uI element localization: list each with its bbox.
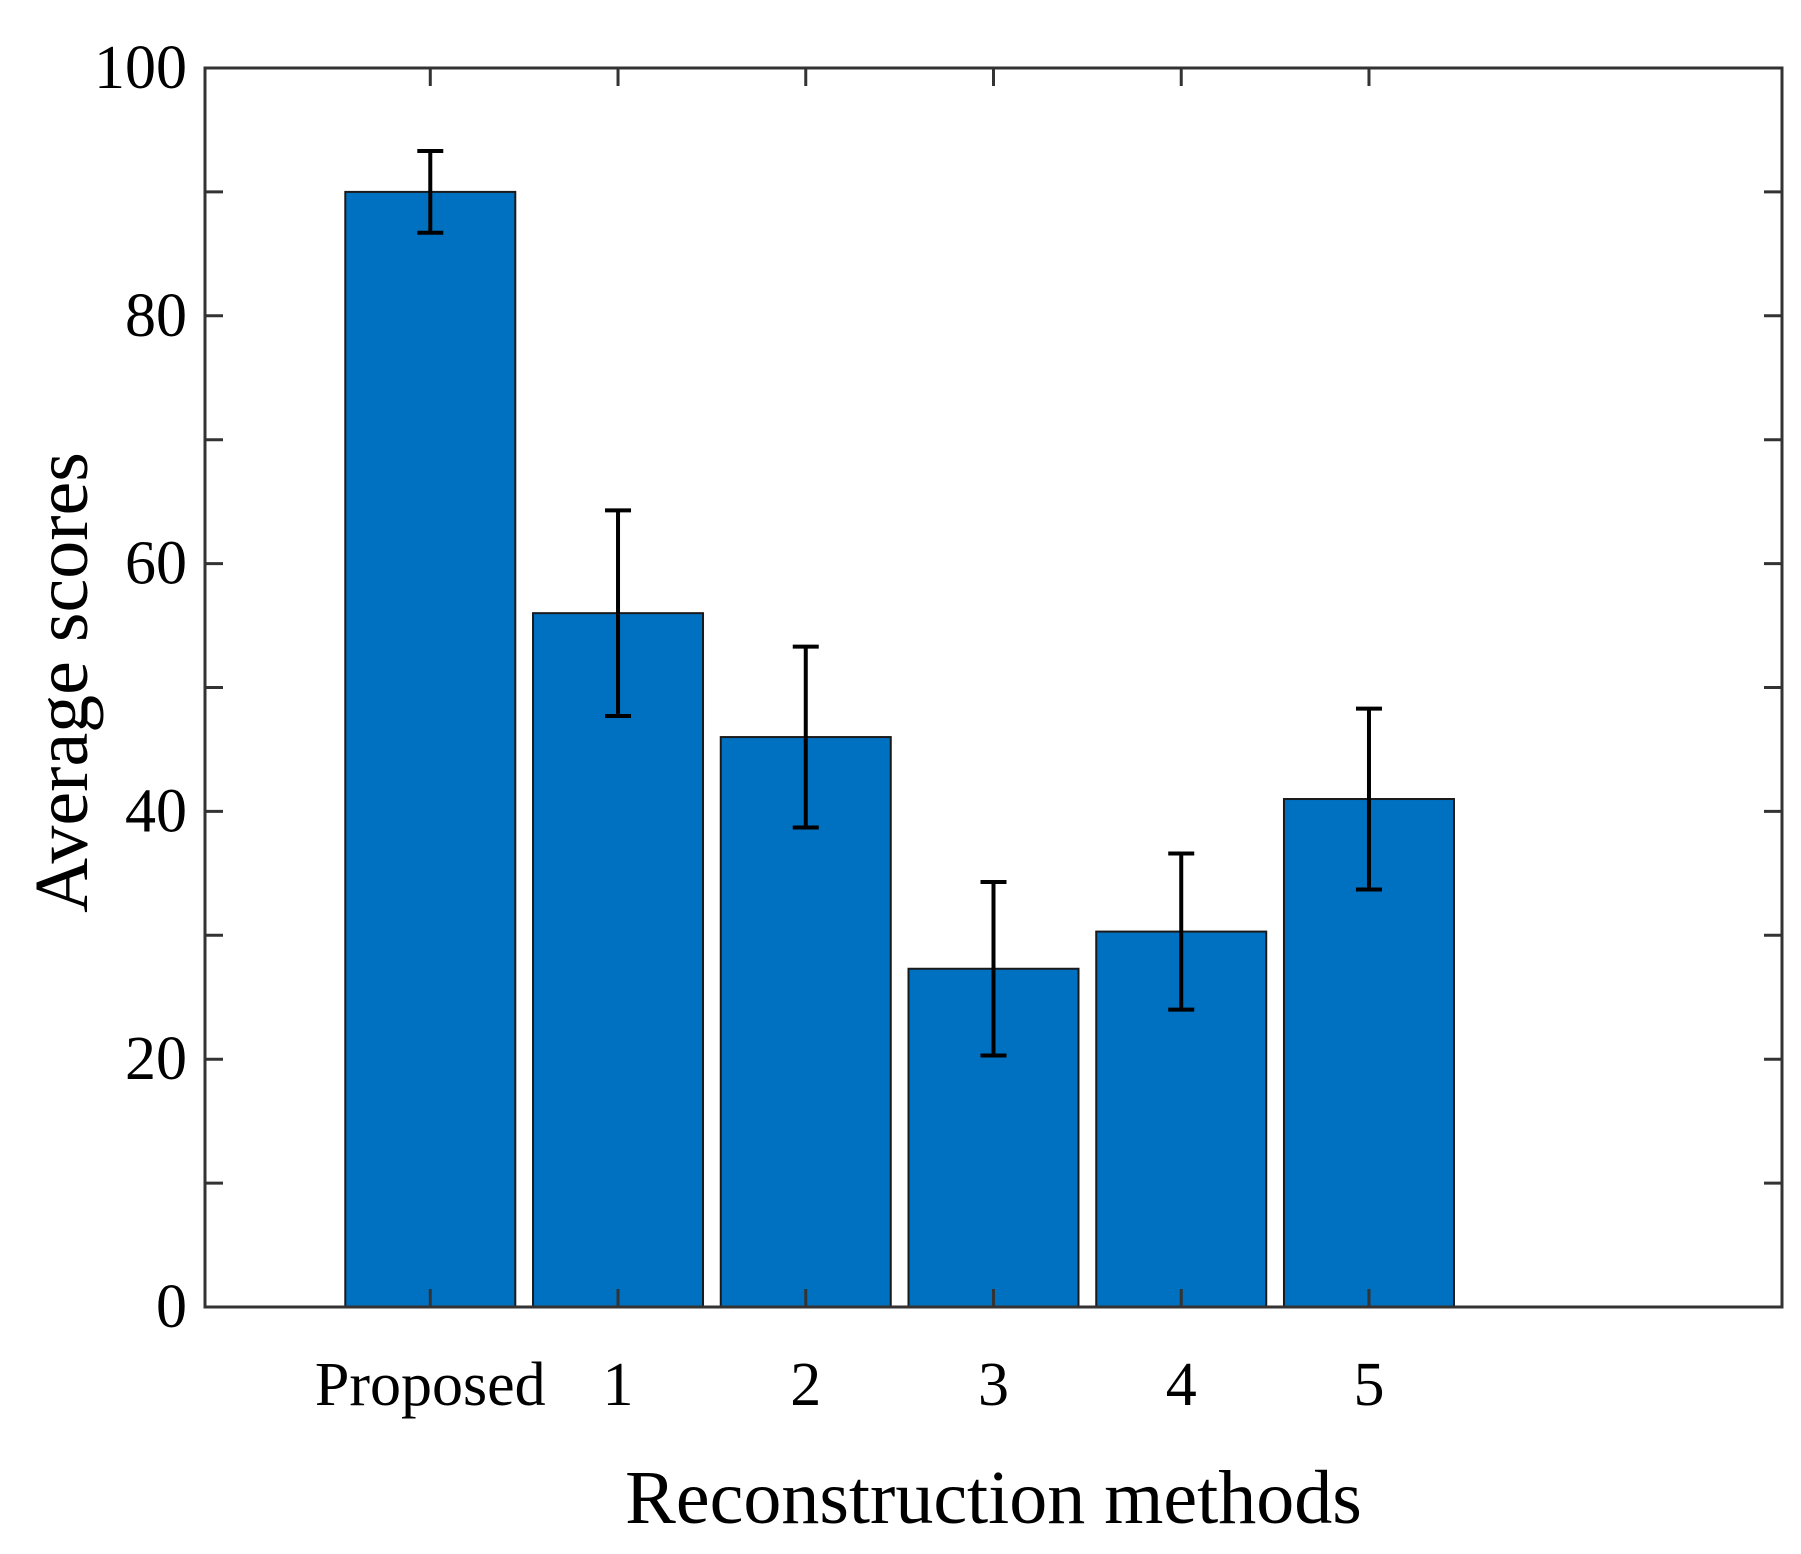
y-tick-label-100: 100 — [94, 34, 187, 102]
x-axis-title: Reconstruction methods — [625, 1456, 1362, 1540]
axes-frame — [203, 66, 1784, 1309]
y-tick-label-20: 20 — [125, 1025, 187, 1093]
error-bars-layer — [417, 149, 1382, 1058]
x-tick-label-1: 1 — [603, 1351, 634, 1419]
x-tick-label-5: 5 — [1353, 1351, 1384, 1419]
tick-labels-layer: Proposed 1 2 3 4 5 0 20 40 60 80 100 — [94, 34, 1384, 1419]
y-tick-label-80: 80 — [125, 282, 187, 350]
x-tick-label-proposed: Proposed — [315, 1351, 546, 1419]
x-tick-label-3: 3 — [978, 1351, 1009, 1419]
x-tick-label-2: 2 — [790, 1351, 821, 1419]
bars-layer — [344, 190, 1455, 1308]
bar-2 — [719, 736, 892, 1308]
bar-proposed — [344, 190, 517, 1308]
y-tick-label-0: 0 — [156, 1273, 187, 1341]
y-tick-label-40: 40 — [125, 777, 187, 845]
y-axis-title: Average scores — [20, 452, 104, 913]
y-tick-label-60: 60 — [125, 530, 187, 598]
x-tick-label-4: 4 — [1166, 1351, 1197, 1419]
